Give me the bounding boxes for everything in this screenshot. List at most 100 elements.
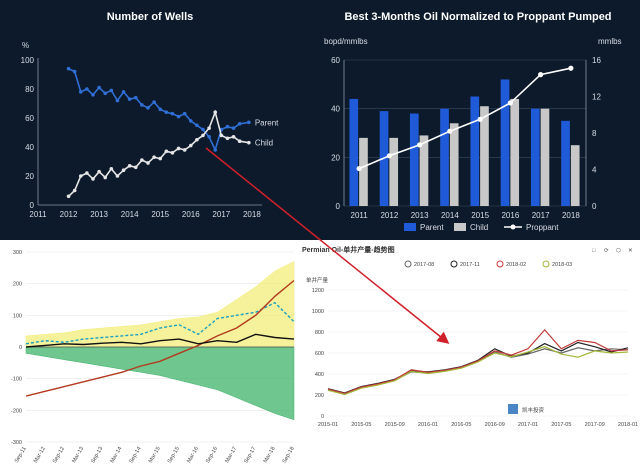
chart1-point-parent bbox=[140, 103, 144, 107]
chart1-point-parent bbox=[201, 127, 205, 132]
chart1-x-tick: 2014 bbox=[121, 210, 139, 219]
chart1-x-tick: 2018 bbox=[243, 210, 261, 219]
chart1-point-parent bbox=[207, 135, 211, 139]
chart2-point-proppant bbox=[538, 72, 544, 78]
chart1-point-child bbox=[78, 174, 83, 178]
chart1-point-parent bbox=[85, 87, 89, 91]
chart1-point-child bbox=[103, 175, 108, 180]
chart1-point-child bbox=[140, 158, 144, 162]
chart3-x-tick: Mar-14 bbox=[110, 446, 124, 464]
chart3-y-tick: 300 bbox=[13, 250, 22, 256]
chart2-x-tick: 2018 bbox=[562, 211, 580, 220]
chart1-point-child bbox=[188, 143, 193, 148]
chart2-x-tick: 2015 bbox=[471, 211, 489, 220]
chart2-x-tick: 2014 bbox=[441, 211, 459, 220]
chart4-legend-label: 2018-02 bbox=[506, 262, 526, 268]
chart4-legend-marker bbox=[450, 260, 458, 268]
chart1-point-parent bbox=[127, 97, 132, 101]
chart2-bar-parent bbox=[470, 96, 480, 206]
chart1-point-parent bbox=[182, 111, 187, 116]
chart2-bar-child bbox=[570, 145, 580, 206]
chart2-bar-child bbox=[540, 108, 550, 206]
chart1-y-tick: 80 bbox=[25, 85, 34, 94]
chart3-x-tick: Mar-12 bbox=[33, 446, 47, 464]
chart3-x-tick: Mar-13 bbox=[71, 446, 85, 464]
chart4-y-tick: 800 bbox=[315, 330, 324, 336]
oil-normalized-chart: Best 3-Months Oil Normalized to Proppant… bbox=[316, 0, 640, 240]
chart4-ylabel: 单井产量 bbox=[306, 276, 329, 284]
chart2-y2-tick: 4 bbox=[592, 166, 597, 175]
chart1-point-child bbox=[201, 133, 205, 138]
chart2-ylabel: bopd/mmlbs bbox=[324, 37, 368, 46]
chart1-y-tick: 60 bbox=[25, 114, 34, 123]
chart1-point-child bbox=[164, 149, 169, 154]
chart4-title: Permian Oil-单井产量-趋势图 bbox=[302, 245, 395, 254]
chart1-point-parent bbox=[133, 95, 138, 100]
chart4-legend-label: 2017-08 bbox=[414, 262, 434, 268]
chart2-point-proppant bbox=[356, 165, 362, 172]
chart1-y-tick: 20 bbox=[25, 172, 34, 181]
chart3-x-tick: Sep-18 bbox=[282, 446, 296, 464]
chart1-x-tick: 2015 bbox=[151, 210, 169, 219]
chart2-y2label: mmlbs bbox=[598, 37, 622, 46]
permian-oil-svg: Permian Oil-单井产量-趋势图 □ ⟳ ⬡ ✕ 2017-08 2017-11 20… bbox=[302, 245, 638, 428]
chart2-point-proppant bbox=[507, 100, 513, 106]
chart2-y-tick: 40 bbox=[331, 105, 340, 114]
chart2-x-tick: 2013 bbox=[411, 211, 429, 220]
chart2-y-tick: 0 bbox=[336, 202, 341, 211]
oil-normalized-svg: Best 3-Months Oil Normalized to Proppant… bbox=[324, 11, 622, 232]
chart2-x-tick: 2017 bbox=[532, 211, 550, 220]
chart1-point-parent bbox=[247, 120, 251, 125]
chart2-bar-child bbox=[389, 137, 399, 206]
chart2-x-tick: 2011 bbox=[351, 211, 369, 220]
chart4-x-tick: 2017-09 bbox=[585, 422, 605, 428]
chart2-bar-parent bbox=[349, 98, 359, 206]
chart2-bar-child bbox=[480, 106, 489, 206]
number-of-wells-svg: Number of Wells% 0 20 40 60 80 100 2011 2012 2013… bbox=[21, 11, 280, 219]
chart4-watermark-text: 凯丰投资 bbox=[522, 406, 545, 414]
chart2-y2-tick: 12 bbox=[592, 93, 601, 102]
chart4-watermark-logo bbox=[508, 404, 518, 414]
chart2-title: Best 3-Months Oil Normalized to Proppant… bbox=[344, 11, 611, 23]
chart2-point-proppant bbox=[477, 116, 483, 122]
chart4-y-tick: 1200 bbox=[312, 288, 324, 294]
chart1-point-child bbox=[97, 169, 101, 174]
chart1-point-parent bbox=[195, 123, 199, 128]
chart3-y-tick: 100 bbox=[13, 313, 22, 319]
chart1-point-child bbox=[85, 171, 89, 175]
chart1-point-parent bbox=[170, 111, 175, 116]
chart3-x-tick: Mar-18 bbox=[263, 446, 277, 464]
chart1-point-parent bbox=[213, 148, 218, 152]
chart2-x-tick: 2012 bbox=[380, 211, 398, 220]
chart1-point-child bbox=[176, 146, 181, 151]
chart1-point-child bbox=[170, 151, 175, 155]
chart2-legend-swatch-parent bbox=[404, 223, 416, 231]
chart2-legend-marker-proppant bbox=[510, 224, 516, 230]
chart1-point-parent bbox=[103, 91, 108, 96]
chart1-point-parent bbox=[237, 122, 242, 126]
chart2-legend-swatch-child bbox=[454, 223, 466, 231]
chart4-y-tick: 0 bbox=[321, 414, 324, 420]
chart1-x-tick: 2011 bbox=[29, 210, 47, 219]
chart3-x-tick: Sep-16 bbox=[205, 446, 219, 464]
chart1-series-label-child: Child bbox=[255, 139, 273, 148]
chart3-y-tick: 200 bbox=[13, 282, 22, 288]
chart3-x-tick: Sep-12 bbox=[52, 446, 66, 464]
chart1-point-parent bbox=[225, 124, 230, 129]
chart4-x-tick: 2016-09 bbox=[485, 422, 505, 428]
area-trend-chart: 300 200 100 0 -100 -200 -300 Sep-11 Mar-12 Sep-12… bbox=[0, 240, 300, 472]
chart4-y-tick: 200 bbox=[315, 393, 324, 399]
chart1-point-parent bbox=[109, 88, 114, 93]
chart1-point-parent bbox=[97, 85, 101, 90]
chart1-y-tick: 0 bbox=[30, 201, 35, 210]
chart2-x-tick: 2016 bbox=[501, 211, 519, 220]
chart1-point-child bbox=[225, 136, 230, 141]
chart2-point-proppant bbox=[386, 153, 392, 159]
chart4-x-tick: 2016-01 bbox=[418, 422, 438, 428]
chart1-point-parent bbox=[115, 98, 120, 103]
chart4-line-2018-02 bbox=[327, 328, 629, 395]
chart2-legend-label-parent: Parent bbox=[420, 223, 444, 232]
chart4-x-tick: 2018-01 bbox=[618, 422, 638, 428]
chart1-x-tick: 2012 bbox=[60, 210, 78, 219]
